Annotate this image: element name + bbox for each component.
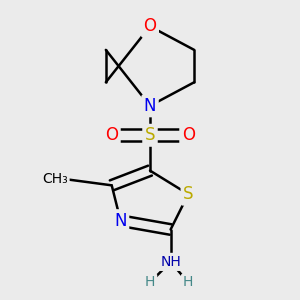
Text: H: H	[183, 275, 194, 290]
Text: N: N	[114, 212, 127, 230]
Text: O: O	[105, 126, 118, 144]
Text: O: O	[143, 17, 157, 35]
Text: N: N	[144, 97, 156, 115]
Text: S: S	[183, 185, 194, 203]
Text: H: H	[145, 275, 155, 290]
Text: NH: NH	[160, 255, 181, 269]
Text: S: S	[145, 126, 155, 144]
Text: CH₃: CH₃	[42, 172, 68, 186]
Text: O: O	[182, 126, 195, 144]
